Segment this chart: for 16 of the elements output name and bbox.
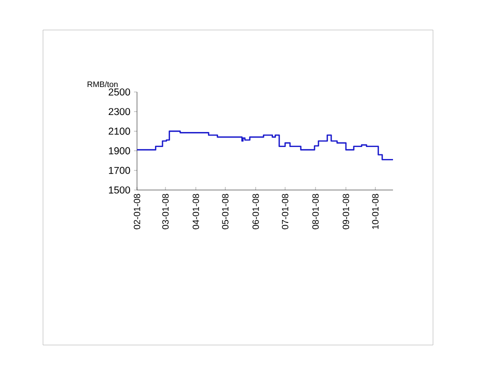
y-axis-title: RMB/ton [88,81,118,88]
y-tick-label: 1900 [108,147,130,154]
y-tick-label: 2300 [108,108,130,116]
y-tick-label: 2500 [108,88,130,96]
x-tick-label: 05-01-08 [222,194,228,230]
x-tick-label: 07-01-08 [282,194,288,230]
x-tick-label: 02-01-08 [134,194,140,230]
x-tick-label: 09-01-08 [342,194,350,230]
x-tick-label: 06-01-08 [252,194,259,230]
x-tick-label: 08-01-08 [312,194,319,230]
y-tick-label: 1700 [108,166,130,174]
y-tick-label: 2100 [108,128,130,135]
x-tick-label: 10-01-08 [372,194,379,229]
y-tick-label: 1500 [108,186,130,194]
x-tick-label: 03-01-08 [162,194,169,230]
x-tick-label: 04-01-08 [192,194,200,230]
